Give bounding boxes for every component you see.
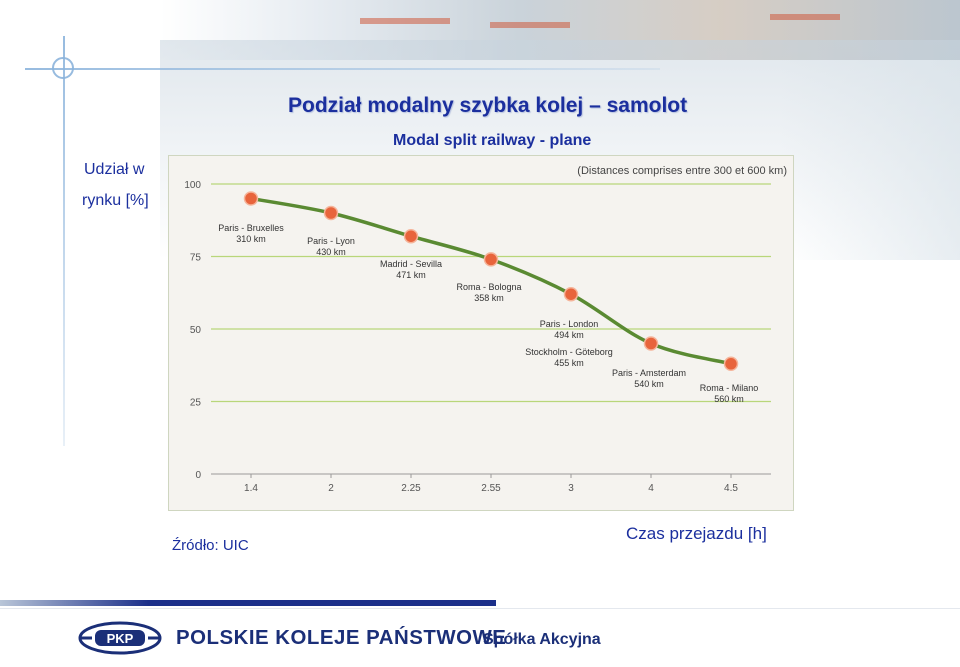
modal-split-chart: 100 75 50 25 0 1.4 2 2.25 2.55 3 4 4.5 (Distances co… [168, 155, 794, 511]
y-tick-label: 100 [184, 180, 201, 191]
x-tick-label: 2 [328, 483, 334, 494]
source-note: Źródło: UIC [172, 537, 249, 554]
slide-title: Podział modalny szybka kolej – samolot [288, 94, 688, 117]
crosshair-horizontal-line [25, 68, 660, 70]
point-label-route: Madrid - Sevilla [380, 259, 442, 269]
point-label-distance: 471 km [396, 270, 426, 280]
pkp-logo-icon: PKP [78, 621, 162, 655]
y-tick-label: 25 [190, 398, 202, 409]
crosshair-ring-icon [52, 57, 74, 79]
data-point [723, 356, 739, 372]
data-point [243, 191, 259, 206]
point-label-route: Roma - Bologna [456, 282, 521, 292]
footer-divider [0, 600, 496, 606]
data-point [643, 336, 659, 351]
x-tick-label: 2.25 [401, 483, 421, 494]
x-tick-label: 4 [648, 483, 654, 494]
point-label-distance: 430 km [316, 247, 346, 257]
point-label-distance: 540 km [634, 379, 664, 389]
data-point [563, 286, 579, 302]
side-fade [780, 60, 960, 260]
data-point [403, 228, 419, 244]
logo-text: PKP [107, 631, 134, 646]
point-label-route: Paris - Amsterdam [612, 368, 686, 378]
point-label-route: Stockholm - Göteborg [525, 347, 613, 357]
chart-note: (Distances comprises entre 300 et 600 km… [577, 165, 787, 177]
x-tick-label: 2.55 [481, 483, 501, 494]
y-axis-label-line1: Udział w [84, 161, 145, 178]
point-label-route: Paris - Lyon [307, 236, 355, 246]
company-name: POLSKIE KOLEJE PAŃSTWOWE [176, 627, 507, 649]
point-label-distance: 310 km [236, 234, 266, 244]
point-label-distance: 560 km [714, 394, 744, 404]
y-tick-label: 0 [195, 470, 201, 481]
point-label-distance: 455 km [554, 358, 584, 368]
crosshair-vertical-line [63, 36, 65, 446]
point-label-distance: 494 km [554, 330, 584, 340]
y-tick-label: 50 [190, 325, 202, 336]
x-tick-label: 4.5 [724, 483, 738, 494]
point-label-distance: 358 km [474, 293, 504, 303]
y-tick-label: 75 [190, 253, 202, 264]
company-suffix: Spółka Akcyjna [483, 631, 601, 648]
data-point [323, 205, 339, 221]
point-label-route: Paris - Bruxelles [218, 223, 284, 233]
x-tick-label: 1.4 [244, 483, 258, 494]
point-label-route: Roma - Milano [700, 383, 759, 393]
y-axis-label-line2: rynku [%] [82, 192, 149, 209]
footer-divider-thin [0, 608, 960, 609]
point-label-route: Paris - London [540, 319, 599, 329]
x-axis-label: Czas przejazdu [h] [626, 524, 767, 543]
chart-canvas: 100 75 50 25 0 1.4 2 2.25 2.55 3 4 4.5 (Distances co… [184, 165, 787, 494]
slide-subtitle: Modal split railway - plane [393, 132, 592, 149]
x-tick-label: 3 [568, 483, 574, 494]
data-point [483, 252, 499, 267]
